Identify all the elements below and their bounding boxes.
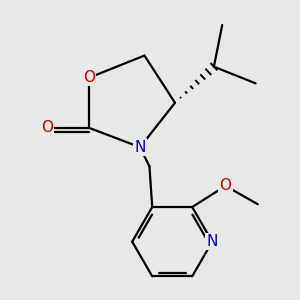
Text: N: N — [206, 234, 218, 249]
Text: N: N — [134, 140, 146, 155]
Text: O: O — [41, 120, 53, 135]
Text: O: O — [220, 178, 232, 194]
Text: O: O — [83, 70, 95, 85]
